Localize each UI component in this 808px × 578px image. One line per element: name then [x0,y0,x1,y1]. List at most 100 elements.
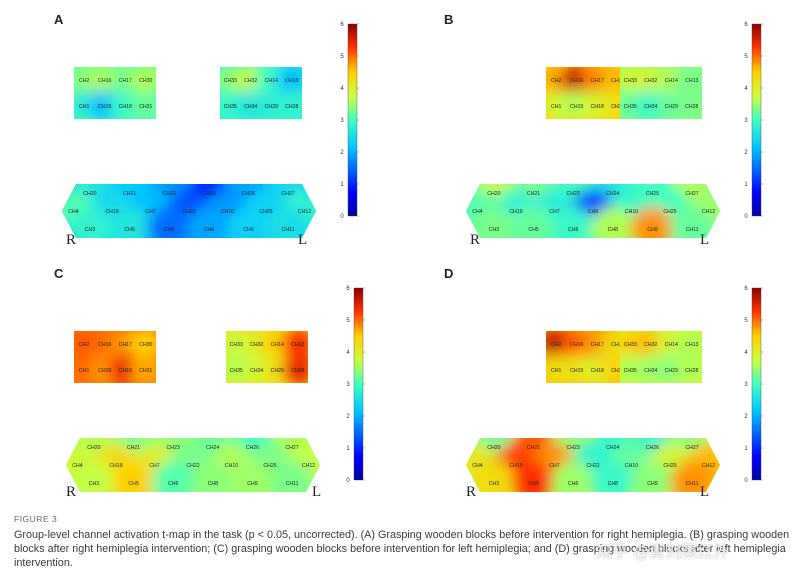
colorbar [751,23,762,217]
channel-blob [266,207,311,238]
panel-label: C [54,266,64,281]
channel-label: CH14 [665,342,678,348]
channel-blob [111,461,156,492]
channel-label: CH21 [127,445,140,451]
colorbar-tick-label: 5 [340,54,344,60]
channel-label: CH7 [149,463,159,469]
panel-B: B CH2 CH16 CH17 CH30 CH1 CH15 CH18 CH31 CH33 CH32… [404,0,808,252]
channel-blob [511,461,556,492]
channel-blob [675,89,702,119]
channel-label: CH27 [685,445,698,451]
channel-blob [590,207,635,238]
channel-label: CH19 [109,463,122,469]
channel-blob [630,461,675,492]
colorbar-tick-label: 5 [744,54,748,60]
panel-D: D CH2 CH16 CH17 CH30 CH1 CH15 CH18 CH31 CH33 CH32… [404,254,808,506]
channel-label: CH21 [527,191,540,197]
channel-label: CH18 [591,104,604,110]
channel-label: CH13 [285,78,298,84]
channel-blob [129,67,156,97]
channel-label: CH4 [472,209,482,215]
channel-label: CH23 [567,191,580,197]
channel-label: CH32 [644,78,657,84]
channel-label: CH6 [568,481,578,487]
channel-blob [129,331,156,361]
colorbar-tick-label: 0 [346,478,350,484]
colorbar-tick-label: 2 [340,150,344,156]
colorbar-tick-label: 4 [744,86,748,92]
channel-blob [590,461,635,492]
channel-label: CH27 [285,445,298,451]
channel-label: CH11 [282,227,295,233]
panel-C: C CH2 CH16 CH17 CH30 CH1 CH15 CH18 CH31 CH33 CH32… [0,254,404,506]
channel-label: CH33 [224,78,237,84]
channel-label: CH16 [98,342,111,348]
channel-label: CH31 [139,104,152,110]
bottom-heatmap [62,184,316,238]
left-hemisphere-label: L [298,232,308,248]
channel-label: CH14 [265,78,278,84]
colorbar [353,287,364,481]
channel-label: CH1 [551,104,561,110]
channel-label: CH21 [123,191,136,197]
channel-label: CH22 [186,463,199,469]
channel-label: CH25 [663,209,676,215]
channel-label: CH28 [285,104,298,110]
channel-label: CH2 [79,78,89,84]
colorbar-tick-label: 4 [340,86,344,92]
channel-label: CH22 [586,463,599,469]
colorbar-tick-label: 6 [744,286,748,292]
channel-label: CH11 [686,481,699,487]
channel-label: CH26 [242,191,255,197]
channel-label: CH9 [647,227,657,233]
channel-label: CH18 [119,368,132,374]
channel-label: CH35 [224,104,237,110]
channel-label: CH26 [646,445,659,451]
channel-label: CH8 [208,481,218,487]
channel-label: CH20 [87,445,100,451]
colorbar-tick-label: 3 [340,118,344,124]
caption-text: Group-level channel activation t-map in … [14,529,790,569]
channel-blob [281,353,308,383]
channel-label: CH18 [591,368,604,374]
channel-label: CH9 [588,209,598,215]
channel-blob [129,353,156,383]
colorbar-tick-label: 1 [744,182,748,188]
channel-label: CH8 [608,481,618,487]
channel-label: CH20 [487,445,500,451]
channel-blob [675,67,702,97]
channel-label: CH34 [244,104,257,110]
channel-label: CH25 [259,209,272,215]
channel-label: CH21 [527,445,540,451]
channel-label: CH10 [225,463,238,469]
channel-label: CH22 [182,209,195,215]
channel-label: CH31 [611,368,624,374]
rect-heatmap [226,331,308,383]
channel-label: CH10 [625,209,638,215]
right-hemisphere-label: R [470,232,481,248]
rect-heatmap [220,67,302,119]
channel-label: CH13 [685,342,698,348]
channel-label: CH10 [221,209,234,215]
channel-label: CH28 [685,368,698,374]
channel-label: CH29 [665,368,678,374]
channel-blob [226,207,271,238]
watermark: 知乎 @青刘秉红外 [596,542,730,561]
channel-label: CH9 [647,481,657,487]
channel-label: CH32 [250,342,263,348]
channel-blob [551,461,596,492]
channel-label: CH29 [665,104,678,110]
rect-heatmap [620,67,702,119]
channel-label: CH34 [644,368,657,374]
channel-label: CH3 [89,481,99,487]
channel-label: CH15 [98,368,111,374]
colorbar-tick-label: 3 [744,382,748,388]
channel-blob [281,331,308,361]
channel-blob [275,67,302,97]
channel-label: CH31 [611,104,624,110]
right-hemisphere-label: R [66,484,77,500]
channel-label: CH12 [702,463,715,469]
channel-label: CH5 [528,227,538,233]
channel-blob [230,461,275,492]
